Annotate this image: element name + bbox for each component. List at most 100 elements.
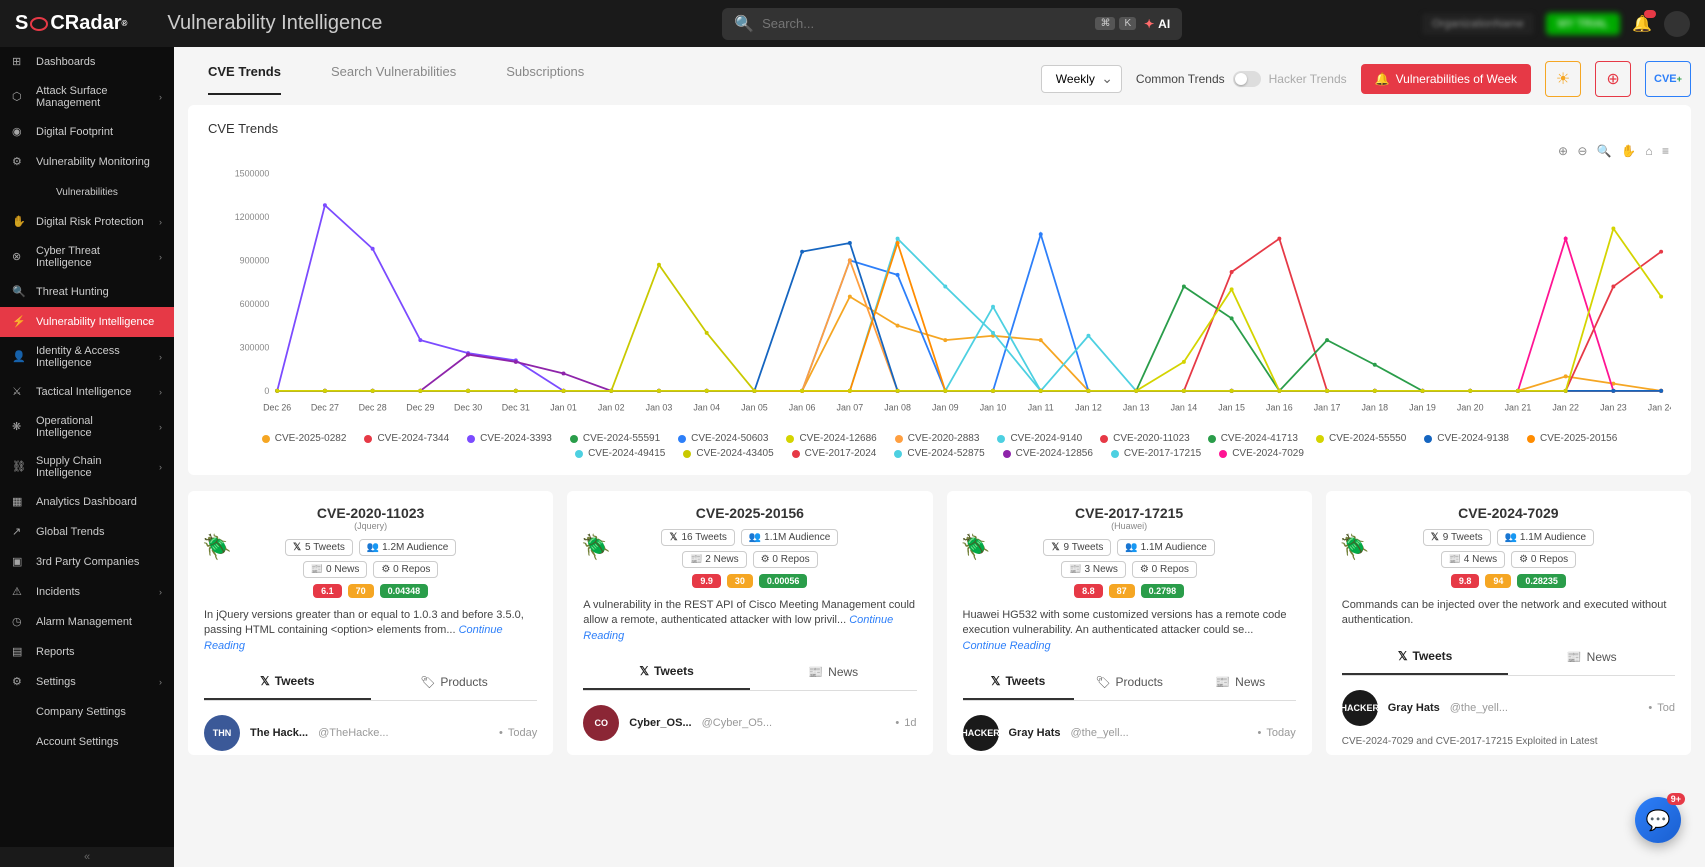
cve-id[interactable]: CVE-2024-7029 xyxy=(1342,505,1675,521)
card-tab-products[interactable]: 🏷 Products xyxy=(1074,664,1185,700)
sidebar-item-operational-intelligence[interactable]: ❋ Operational Intelligence › xyxy=(0,407,174,447)
continue-reading-link[interactable]: Continue Reading xyxy=(204,624,503,651)
news-pill[interactable]: 📰 2 News xyxy=(682,551,747,568)
menu-icon[interactable]: ≡ xyxy=(1662,144,1671,158)
sidebar-item-identity-access-intelligence[interactable]: 👤 Identity & Access Intelligence › xyxy=(0,337,174,377)
legend-item[interactable]: CVE-2020-11023 xyxy=(1100,433,1190,444)
legend-item[interactable]: CVE-2024-50603 xyxy=(678,433,768,444)
sidebar-item-cyber-threat-intelligence[interactable]: ⊗ Cyber Threat Intelligence › xyxy=(0,237,174,277)
sidebar-item-company-settings[interactable]: Company Settings xyxy=(0,697,174,727)
tweets-pill[interactable]: 𝕏 9 Tweets xyxy=(1043,539,1111,556)
audience-pill[interactable]: 👥 1.1M Audience xyxy=(1117,539,1214,556)
legend-item[interactable]: CVE-2024-49415 xyxy=(575,448,665,459)
continue-reading-link[interactable]: Continue Reading xyxy=(583,614,893,641)
tweet-row[interactable]: CO Cyber_OS... @Cyber_O5... 1d xyxy=(583,691,916,741)
sidebar-item-threat-hunting[interactable]: 🔍 Threat Hunting xyxy=(0,277,174,307)
tweets-pill[interactable]: 𝕏 9 Tweets xyxy=(1423,529,1491,546)
zoom-in-icon[interactable]: ⊕ xyxy=(1558,144,1570,158)
news-pill[interactable]: 📰 3 News xyxy=(1061,561,1126,578)
tweet-row[interactable]: THN The Hack... @TheHacke... Today xyxy=(204,701,537,751)
sidebar-item-supply-chain-intelligence[interactable]: ⛓ Supply Chain Intelligence › xyxy=(0,447,174,487)
vulnerabilities-of-week-button[interactable]: 🔔 Vulnerabilities of Week xyxy=(1361,64,1531,94)
sidebar-item-reports[interactable]: ▤ Reports xyxy=(0,637,174,667)
tab-search-vulnerabilities[interactable]: Search Vulnerabilities xyxy=(331,64,456,95)
period-dropdown[interactable]: Weekly xyxy=(1041,65,1122,93)
legend-item[interactable]: CVE-2024-9138 xyxy=(1424,433,1509,444)
sidebar-item-account-settings[interactable]: Account Settings xyxy=(0,727,174,757)
sidebar-item-global-trends[interactable]: ↗ Global Trends xyxy=(0,517,174,547)
legend-item[interactable]: CVE-2024-55550 xyxy=(1316,433,1406,444)
sidebar-item-digital-risk-protection[interactable]: ✋ Digital Risk Protection › xyxy=(0,207,174,237)
card-tab-products[interactable]: 🏷 Products xyxy=(371,664,538,700)
repos-pill[interactable]: ⚙ 0 Repos xyxy=(753,551,818,568)
legend-item[interactable]: CVE-2017-17215 xyxy=(1111,448,1201,459)
legend-item[interactable]: CVE-2024-52875 xyxy=(894,448,984,459)
legend-item[interactable]: CVE-2024-12856 xyxy=(1003,448,1093,459)
sidebar-item-settings[interactable]: ⚙ Settings › xyxy=(0,667,174,697)
legend-item[interactable]: CVE-2020-2883 xyxy=(895,433,980,444)
sidebar-item-dashboards[interactable]: ⊞ Dashboards xyxy=(0,47,174,77)
audience-pill[interactable]: 👥 1.1M Audience xyxy=(741,529,838,546)
chat-fab[interactable]: 💬 xyxy=(1635,797,1681,843)
org-chip[interactable]: OrganizationName xyxy=(1422,13,1534,35)
card-tab-news[interactable]: 📰 News xyxy=(1185,664,1296,700)
sidebar-item--rd-party-companies[interactable]: ▣ 3rd Party Companies xyxy=(0,547,174,577)
zoom-icon[interactable]: 🔍 xyxy=(1597,144,1614,158)
repos-pill[interactable]: ⚙ 0 Repos xyxy=(373,561,438,578)
notification-bell-icon[interactable]: 🔔 xyxy=(1632,14,1652,34)
sidebar-item-vulnerability-monitoring[interactable]: ⚙ Vulnerability Monitoring xyxy=(0,147,174,177)
home-icon[interactable]: ⌂ xyxy=(1645,144,1654,158)
sidebar-item-incidents[interactable]: ⚠ Incidents › xyxy=(0,577,174,607)
legend-item[interactable]: CVE-2025-0282 xyxy=(262,433,347,444)
sidebar-item-vulnerability-intelligence[interactable]: ⚡ Vulnerability Intelligence xyxy=(0,307,174,337)
legend-item[interactable]: CVE-2024-43405 xyxy=(683,448,773,459)
cve-id[interactable]: CVE-2025-20156 xyxy=(583,505,916,521)
add-icon-button[interactable]: ⊕ xyxy=(1595,61,1631,97)
tweet-row[interactable]: HACKER Gray Hats @the_yell... Tod xyxy=(1342,676,1675,726)
sidebar-item-analytics-dashboard[interactable]: ▦ Analytics Dashboard xyxy=(0,487,174,517)
continue-reading-link[interactable]: Continue Reading xyxy=(963,640,1051,652)
tweet-row[interactable]: HACKER Gray Hats @the_yell... Today xyxy=(963,701,1296,751)
sidebar-item-vulnerabilities[interactable]: Vulnerabilities xyxy=(0,177,174,207)
tweets-pill[interactable]: 𝕏 16 Tweets xyxy=(661,529,734,546)
legend-item[interactable]: CVE-2024-7029 xyxy=(1219,448,1304,459)
trends-toggle[interactable]: Common Trends Hacker Trends xyxy=(1136,71,1347,87)
zoom-out-icon[interactable]: ⊖ xyxy=(1577,144,1589,158)
logo[interactable]: SCRadar® xyxy=(15,12,127,35)
cve-id[interactable]: CVE-2017-17215 xyxy=(963,505,1296,521)
sidebar-item-digital-footprint[interactable]: ◉ Digital Footprint xyxy=(0,117,174,147)
card-tab-tweets[interactable]: 𝕏 Tweets xyxy=(583,654,750,690)
search-box[interactable]: 🔍 ⌘ K AI xyxy=(722,8,1182,40)
legend-item[interactable]: CVE-2017-2024 xyxy=(792,448,877,459)
legend-item[interactable]: CVE-2024-55591 xyxy=(570,433,660,444)
tab-subscriptions[interactable]: Subscriptions xyxy=(506,64,584,95)
news-pill[interactable]: 📰 4 News xyxy=(1441,551,1506,568)
card-tab-news[interactable]: 📰 News xyxy=(1508,639,1675,675)
sidebar-item-tactical-intelligence[interactable]: ⚔ Tactical Intelligence › xyxy=(0,377,174,407)
card-tab-tweets[interactable]: 𝕏 Tweets xyxy=(204,664,371,700)
tweets-pill[interactable]: 𝕏 5 Tweets xyxy=(285,539,353,556)
audience-pill[interactable]: 👥 1.2M Audience xyxy=(359,539,456,556)
sun-icon-button[interactable]: ☀ xyxy=(1545,61,1581,97)
repos-pill[interactable]: ⚙ 0 Repos xyxy=(1132,561,1197,578)
search-input[interactable] xyxy=(762,16,1091,31)
legend-item[interactable]: CVE-2024-9140 xyxy=(997,433,1082,444)
card-tab-news[interactable]: 📰 News xyxy=(750,654,917,690)
legend-item[interactable]: CVE-2024-7344 xyxy=(364,433,449,444)
sidebar-item-attack-surface-management[interactable]: ⬡ Attack Surface Management › xyxy=(0,77,174,117)
repos-pill[interactable]: ⚙ 0 Repos xyxy=(1511,551,1576,568)
ai-badge[interactable]: AI xyxy=(1144,17,1170,31)
card-tab-tweets[interactable]: 𝕏 Tweets xyxy=(963,664,1074,700)
legend-item[interactable]: CVE-2024-12686 xyxy=(786,433,876,444)
trial-button[interactable]: MY TRIAL xyxy=(1546,13,1620,35)
avatar[interactable] xyxy=(1664,11,1690,37)
card-tab-tweets[interactable]: 𝕏 Tweets xyxy=(1342,639,1509,675)
tab-cve-trends[interactable]: CVE Trends xyxy=(208,64,281,95)
toggle-switch[interactable] xyxy=(1233,71,1261,87)
sidebar-item-alarm-management[interactable]: ◷ Alarm Management xyxy=(0,607,174,637)
collapse-sidebar[interactable]: « xyxy=(0,847,174,867)
audience-pill[interactable]: 👥 1.1M Audience xyxy=(1497,529,1594,546)
pan-icon[interactable]: ✋ xyxy=(1621,144,1638,158)
legend-item[interactable]: CVE-2024-41713 xyxy=(1208,433,1298,444)
legend-item[interactable]: CVE-2024-3393 xyxy=(467,433,552,444)
